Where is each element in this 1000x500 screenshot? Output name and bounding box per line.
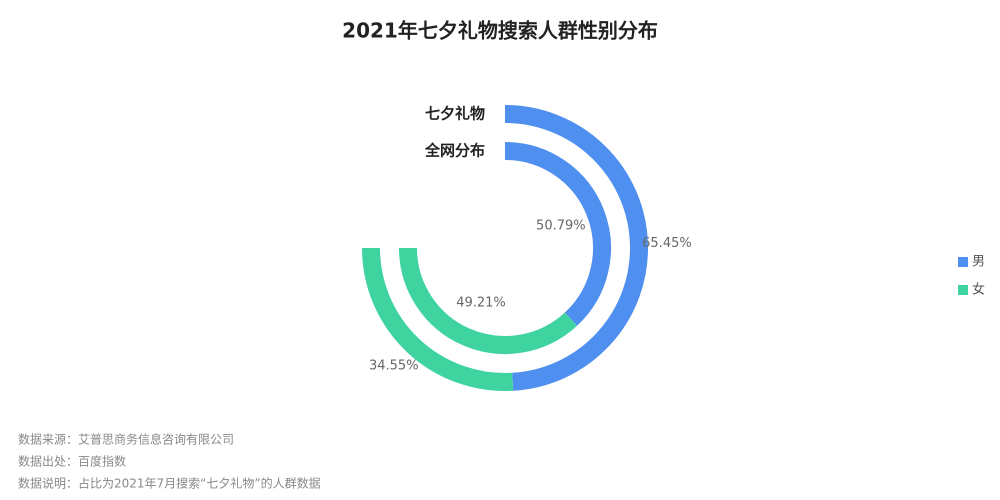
- value-label: 34.55%: [369, 358, 419, 373]
- value-label: 49.21%: [456, 295, 506, 310]
- chart-title: 2021年七夕礼物搜索人群性别分布: [342, 19, 658, 43]
- ring-label: 七夕礼物: [425, 105, 485, 123]
- legend-swatch: [958, 257, 968, 267]
- value-label: 50.79%: [536, 219, 586, 234]
- legend-swatch: [958, 285, 968, 295]
- ring-segment: [362, 247, 514, 391]
- footnote: 数据来源：艾普思商务信息咨询有限公司: [18, 432, 234, 447]
- legend-label: 女: [972, 282, 985, 298]
- footnote: 数据出处：百度指数: [18, 454, 126, 469]
- footnote: 数据说明：占比为2021年7月搜索“七夕礼物”的人群数据: [18, 476, 321, 491]
- ring-label: 全网分布: [424, 142, 485, 160]
- ring-segment: [399, 247, 578, 354]
- value-label: 65.45%: [642, 236, 692, 251]
- legend-label: 男: [972, 255, 985, 270]
- ring-segment: [504, 105, 648, 391]
- ring-segment: [504, 142, 611, 326]
